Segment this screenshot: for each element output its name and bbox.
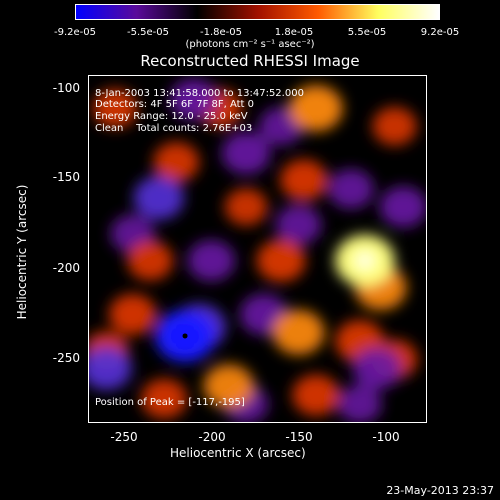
emission-blob-15 — [280, 159, 328, 201]
colorbar-tick-1: -5.5e-05 — [127, 27, 169, 38]
emission-blob-16 — [109, 293, 157, 335]
emission-blob-4 — [372, 106, 417, 146]
negative-blob-25 — [352, 347, 402, 390]
heatmap-plot[interactable] — [88, 75, 427, 423]
emission-blob-22 — [256, 239, 306, 282]
emission-blob-12 — [141, 378, 187, 419]
y-tick-label: -250 — [52, 351, 80, 365]
info-time-range: 8-Jan-2003 13:41:58.000 to 13:47:52.000 — [95, 88, 304, 99]
colorbar-tick-2: -1.8e-05 — [200, 27, 242, 38]
minimum-marker — [182, 333, 188, 339]
emission-blob-11 — [127, 240, 173, 281]
x-tick-label: -150 — [285, 430, 313, 444]
negative-blob-13 — [275, 204, 322, 245]
y-tick-label: -150 — [52, 170, 80, 184]
emission-blob-26 — [203, 364, 254, 408]
colorbar-tick-5: 9.2e-05 — [420, 27, 460, 38]
colorbar-tick-4: 5.5e-05 — [347, 27, 387, 38]
negative-blob-18 — [170, 78, 218, 120]
negative-blob-14 — [328, 169, 374, 209]
colorbar-units: (photons cm⁻² s⁻¹ asec⁻²) — [185, 39, 315, 50]
heatmap-image — [89, 76, 426, 422]
emission-blob-9 — [153, 142, 200, 182]
negative-blob-27 — [133, 176, 184, 220]
emission-blob-17 — [292, 374, 340, 416]
x-tick-label: -100 — [372, 430, 400, 444]
negative-blob-8 — [337, 384, 382, 422]
colorbar — [75, 4, 440, 20]
peak-position-label: Position of Peak = [-117,-195] — [95, 397, 245, 408]
colorbar-tick-0: -9.2e-05 — [54, 27, 96, 38]
y-axis-label: Heliocentric Y (arcsec) — [15, 184, 29, 320]
info-clean-counts: Clean Total counts: 2.76E+03 — [95, 123, 253, 134]
info-energy-range: Energy Range: 12.0 - 25.0 keV — [95, 111, 248, 122]
colorbar-tick-3: 1.8e-05 — [274, 27, 314, 38]
emission-blob-0 — [224, 188, 268, 226]
info-detectors: Detectors: 4F 5F 6F 7F 8F, Att 0 — [95, 99, 255, 110]
y-tick-label: -100 — [52, 81, 80, 95]
plot-title: Reconstructed RHESSI Image — [140, 52, 360, 70]
negative-blob-28 — [89, 346, 132, 391]
emission-blob-1 — [93, 89, 138, 128]
x-tick-label: -200 — [198, 430, 226, 444]
timestamp: 23-May-2013 23:37 — [386, 484, 494, 497]
x-axis-label: Heliocentric X (arcsec) — [170, 446, 306, 460]
negative-blob-21 — [379, 186, 426, 228]
emission-blob-31 — [289, 85, 343, 132]
x-tick-label: -250 — [110, 430, 138, 444]
y-tick-label: -200 — [52, 261, 80, 275]
emission-blob-30 — [272, 309, 325, 355]
negative-blob-24 — [221, 131, 271, 175]
negative-blob-19 — [187, 240, 235, 282]
blob-core-33 — [355, 252, 374, 269]
